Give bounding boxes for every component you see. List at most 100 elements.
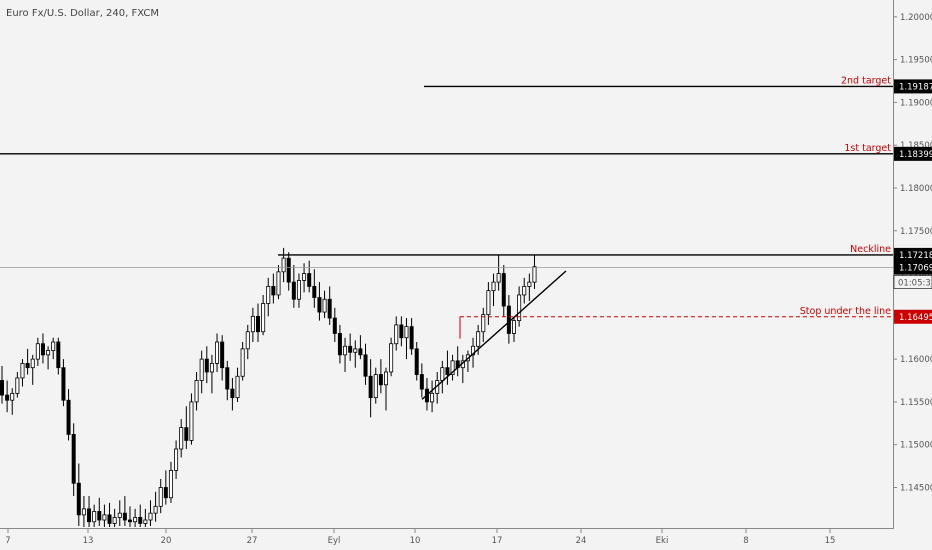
candle-body [358, 348, 363, 356]
candle-body [501, 273, 506, 307]
candle-body [486, 290, 491, 316]
y-tick-label: 1.19000 [900, 98, 932, 108]
candle-body [450, 360, 455, 375]
candle-body [40, 343, 45, 356]
level-price-tag: 1.17218 [899, 251, 932, 261]
candle-body [0, 380, 4, 396]
level-price-tag: 1.16495 [899, 313, 932, 323]
candle-body [363, 354, 368, 377]
x-tick-label: 8 [743, 536, 748, 546]
y-tick-label: 1.18000 [900, 184, 932, 194]
candle-body [527, 281, 532, 287]
candle-body [25, 363, 30, 369]
candle-body [271, 285, 276, 296]
candle-body [122, 512, 127, 521]
y-tick-label: 1.16000 [900, 355, 932, 365]
candle-body [76, 482, 81, 516]
candle-body [255, 315, 260, 333]
price-tags: 1.19187 1.18399 1.17218 1.16495 1.17069 01:05… [893, 79, 932, 324]
candle-body [81, 508, 86, 516]
level-label: 1st target [844, 143, 891, 154]
y-tick-label: 1.15500 [900, 398, 932, 408]
candle-body [414, 348, 419, 375]
candle-body [368, 375, 373, 399]
candle-body [286, 257, 291, 283]
candle-body [10, 392, 15, 401]
level-price-tag-bg [894, 146, 932, 161]
candle-body [506, 305, 511, 334]
candle-body [312, 285, 317, 298]
candle-body [174, 448, 179, 471]
candle-body [163, 487, 168, 499]
candle-body [348, 345, 353, 353]
candle-body [517, 294, 522, 322]
candle-body [512, 320, 517, 334]
candle-body [35, 343, 40, 360]
candle-body [189, 401, 194, 441]
candle-body [153, 505, 158, 514]
candle-body [71, 434, 76, 484]
x-tick-label: 7 [5, 536, 10, 546]
candle-body [307, 273, 312, 287]
candle-body [143, 519, 148, 524]
candle-body [332, 317, 337, 334]
candle-body [46, 350, 51, 356]
candle-body [61, 367, 66, 401]
y-tick-label: 1.14500 [900, 483, 932, 493]
time-axis[interactable]: 7 13 20 27 Eyl 10 17 24 Eki 8 15 [5, 529, 835, 546]
candle-body [291, 281, 296, 300]
level-price-tag: 1.19187 [899, 82, 932, 92]
candle-body [245, 331, 250, 350]
candle-body [117, 512, 122, 518]
candle-body [127, 519, 132, 523]
candle-body [476, 331, 481, 347]
candle-body [133, 517, 138, 523]
candle-body [261, 303, 266, 333]
candle-body [15, 377, 20, 394]
last-price-tag-bg [894, 260, 932, 275]
candle-body [209, 363, 214, 373]
candle-body [353, 348, 358, 353]
y-tick-label: 1.17500 [900, 227, 932, 237]
candle-body [343, 345, 348, 356]
candle-body [5, 394, 10, 401]
candle-body [30, 358, 35, 369]
candle-body [496, 273, 501, 283]
candle-body [92, 511, 97, 523]
candle-body [445, 367, 450, 375]
candle-body [481, 314, 486, 333]
candle-body [199, 358, 204, 381]
candle-body [112, 517, 117, 524]
level-label: 2nd target [841, 75, 891, 86]
candle-body [87, 508, 92, 523]
candle-body [322, 298, 327, 313]
candle-body [419, 374, 424, 390]
candle-body [168, 469, 173, 499]
candle-body [158, 487, 163, 507]
y-tick-label: 1.20000 [900, 13, 932, 23]
candle-body [138, 517, 143, 524]
candle-body [66, 399, 71, 435]
x-tick-label: 24 [576, 536, 587, 546]
candle-body [56, 341, 61, 369]
x-tick-label: Eyl [328, 536, 341, 546]
candle-body [317, 297, 322, 313]
candle-body [404, 326, 409, 339]
candle-body [215, 341, 220, 364]
candle-body [337, 333, 342, 356]
y-tick-label: 1.15000 [900, 441, 932, 451]
level-label: Stop under the line [800, 306, 891, 317]
candle-body [378, 374, 383, 386]
level-price-tag-bg [894, 247, 932, 262]
chart-title: Euro Fx/U.S. Dollar, 240, FXCM [6, 8, 159, 19]
candle-body [296, 280, 301, 300]
candle-body [471, 345, 476, 356]
candle-body [225, 367, 230, 390]
candle-body [97, 511, 102, 521]
candle-body [179, 427, 184, 450]
candle-body [389, 343, 394, 373]
candle-body [266, 285, 271, 304]
trendline [421, 270, 567, 400]
